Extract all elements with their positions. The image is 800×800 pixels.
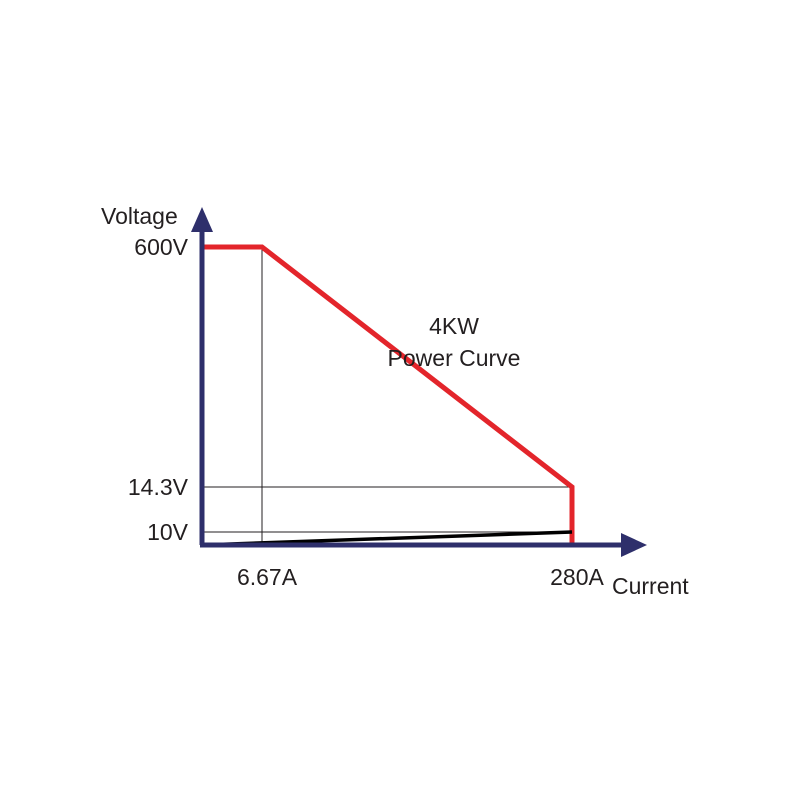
tick-labels: 600V 14.3V 10V 6.67A 280A	[128, 234, 605, 590]
x-axis-arrow-icon	[621, 533, 647, 557]
x-axis-label: Current	[612, 573, 689, 599]
guide-lines	[202, 247, 573, 545]
power-curve-line	[202, 244, 575, 545]
series-layer	[201, 244, 575, 547]
x-tick-label: 280A	[550, 564, 604, 590]
y-axis-label: Voltage	[101, 203, 178, 229]
chart-title: 4KW	[429, 313, 479, 339]
y-axis-arrow-icon	[191, 207, 213, 232]
y-tick-label: 14.3V	[128, 474, 189, 500]
x-tick-label: 6.67A	[237, 564, 298, 590]
labels: Voltage Current 4KW Power Curve	[101, 203, 689, 599]
chart-subtitle: Power Curve	[388, 345, 521, 371]
axes	[191, 207, 647, 557]
y-tick-label: 10V	[147, 519, 189, 545]
y-tick-label: 600V	[134, 234, 188, 260]
